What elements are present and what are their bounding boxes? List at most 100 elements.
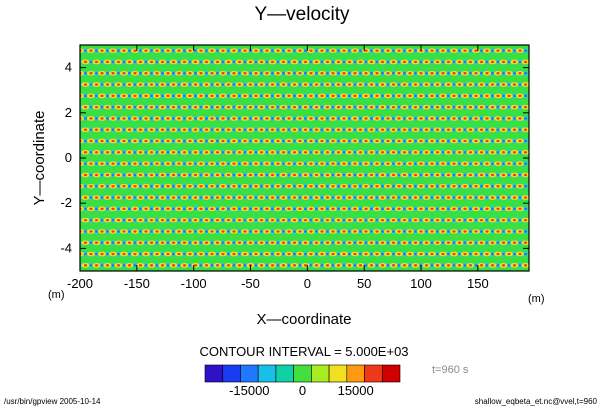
field-cell-core <box>457 83 462 86</box>
field-cell-core <box>380 128 385 131</box>
field-cell-core <box>94 83 99 86</box>
field-cell-negative <box>199 218 203 222</box>
field-cell-core <box>325 173 330 177</box>
field-cell-negative <box>122 60 126 64</box>
field-cell-core <box>413 264 418 267</box>
field-cell-negative <box>369 49 374 52</box>
field-cell-negative <box>446 49 451 52</box>
field-cell-negative <box>512 117 517 120</box>
field-cell-negative <box>419 128 423 131</box>
field-cell-core <box>397 162 401 165</box>
field-cell-negative <box>479 94 484 98</box>
field-cell-core <box>419 185 423 188</box>
field-cell-core <box>408 185 412 188</box>
field-cell-core <box>188 252 192 256</box>
field-cell-negative <box>281 94 286 98</box>
field-cell-core <box>468 241 473 244</box>
field-cell-core <box>358 264 363 267</box>
field-cell-core <box>325 241 330 244</box>
field-cell-negative <box>408 105 412 109</box>
field-cell-core <box>254 230 258 233</box>
field-cell-negative <box>127 94 132 98</box>
field-cell-core <box>166 94 170 98</box>
field-cell-negative <box>468 230 473 233</box>
field-cell-core <box>501 105 506 109</box>
field-cell-negative <box>166 83 170 86</box>
field-cell-core <box>501 196 506 199</box>
field-cell-negative <box>177 218 181 222</box>
field-cell-negative <box>303 230 308 233</box>
field-cell-negative <box>303 49 308 52</box>
field-cell-negative <box>358 230 363 233</box>
field-cell-core <box>336 241 341 244</box>
field-cell-core <box>358 241 363 244</box>
field-cell-negative <box>287 218 291 222</box>
field-cell-core <box>155 117 159 120</box>
field-cell-core <box>100 117 104 120</box>
field-cell-negative <box>408 173 412 177</box>
field-cell-negative <box>155 196 159 199</box>
field-cell-negative <box>303 185 308 188</box>
field-cell-negative <box>188 60 192 64</box>
field-cell-core <box>391 60 396 64</box>
field-cell-negative <box>188 151 192 154</box>
field-cell-negative <box>386 218 390 222</box>
field-cell-core <box>89 139 93 143</box>
field-cell-core <box>105 218 110 222</box>
field-cell-core <box>413 105 418 109</box>
field-cell-core <box>347 196 352 199</box>
field-cell-negative <box>457 252 462 256</box>
field-cell-negative <box>435 139 440 143</box>
field-cell-core <box>83 105 88 109</box>
field-cell-negative <box>116 162 121 165</box>
field-cell-negative <box>331 105 335 109</box>
field-cell-negative <box>265 264 269 267</box>
field-cell-negative <box>127 185 132 188</box>
field-cell-negative <box>441 83 445 86</box>
field-cell-core <box>100 185 104 188</box>
field-cell-core <box>430 49 434 52</box>
field-cell-negative <box>435 94 440 98</box>
field-cell-negative <box>210 60 214 64</box>
field-cell-core <box>171 83 176 86</box>
x-tick-label: -50 <box>241 276 260 291</box>
field-cell-negative <box>457 207 462 211</box>
field-cell-core <box>331 117 335 120</box>
field-cell-negative <box>397 173 401 177</box>
field-cell-core <box>122 162 126 165</box>
field-cell-negative <box>457 162 462 165</box>
x-tick-label: -150 <box>124 276 150 291</box>
field-cell-negative <box>221 264 225 267</box>
field-cell-negative <box>100 83 104 86</box>
field-cell-negative <box>210 218 214 222</box>
field-cell-core <box>94 218 99 222</box>
field-cell-core <box>485 207 489 211</box>
colorbar-swatch <box>275 364 294 383</box>
x-tick-label: 50 <box>357 276 371 291</box>
field-cell-negative <box>116 252 121 256</box>
field-cell-negative <box>320 60 324 64</box>
field-cell-negative <box>320 264 324 267</box>
field-cell-core <box>474 139 478 143</box>
field-cell-negative <box>441 151 445 154</box>
field-cell-negative <box>314 252 319 256</box>
field-cell-core <box>166 72 170 75</box>
field-cell-negative <box>243 218 247 222</box>
field-cell-negative <box>446 252 451 256</box>
field-cell-negative <box>182 252 187 256</box>
field-cell-negative <box>298 128 302 131</box>
field-cell-core <box>221 230 225 233</box>
field-cell-negative <box>479 230 484 233</box>
field-cell-negative <box>171 94 176 98</box>
field-cell-core <box>166 207 170 211</box>
field-cell-core <box>364 94 368 98</box>
field-cell-negative <box>424 207 429 211</box>
field-cell-core <box>122 185 126 188</box>
field-cell-core <box>276 72 280 75</box>
field-cell-negative <box>452 128 456 131</box>
field-cell-core <box>221 185 225 188</box>
field-cell-core <box>523 218 528 222</box>
field-cell-core <box>193 151 198 154</box>
field-cell-core <box>435 241 440 244</box>
field-cell-negative <box>215 49 220 52</box>
